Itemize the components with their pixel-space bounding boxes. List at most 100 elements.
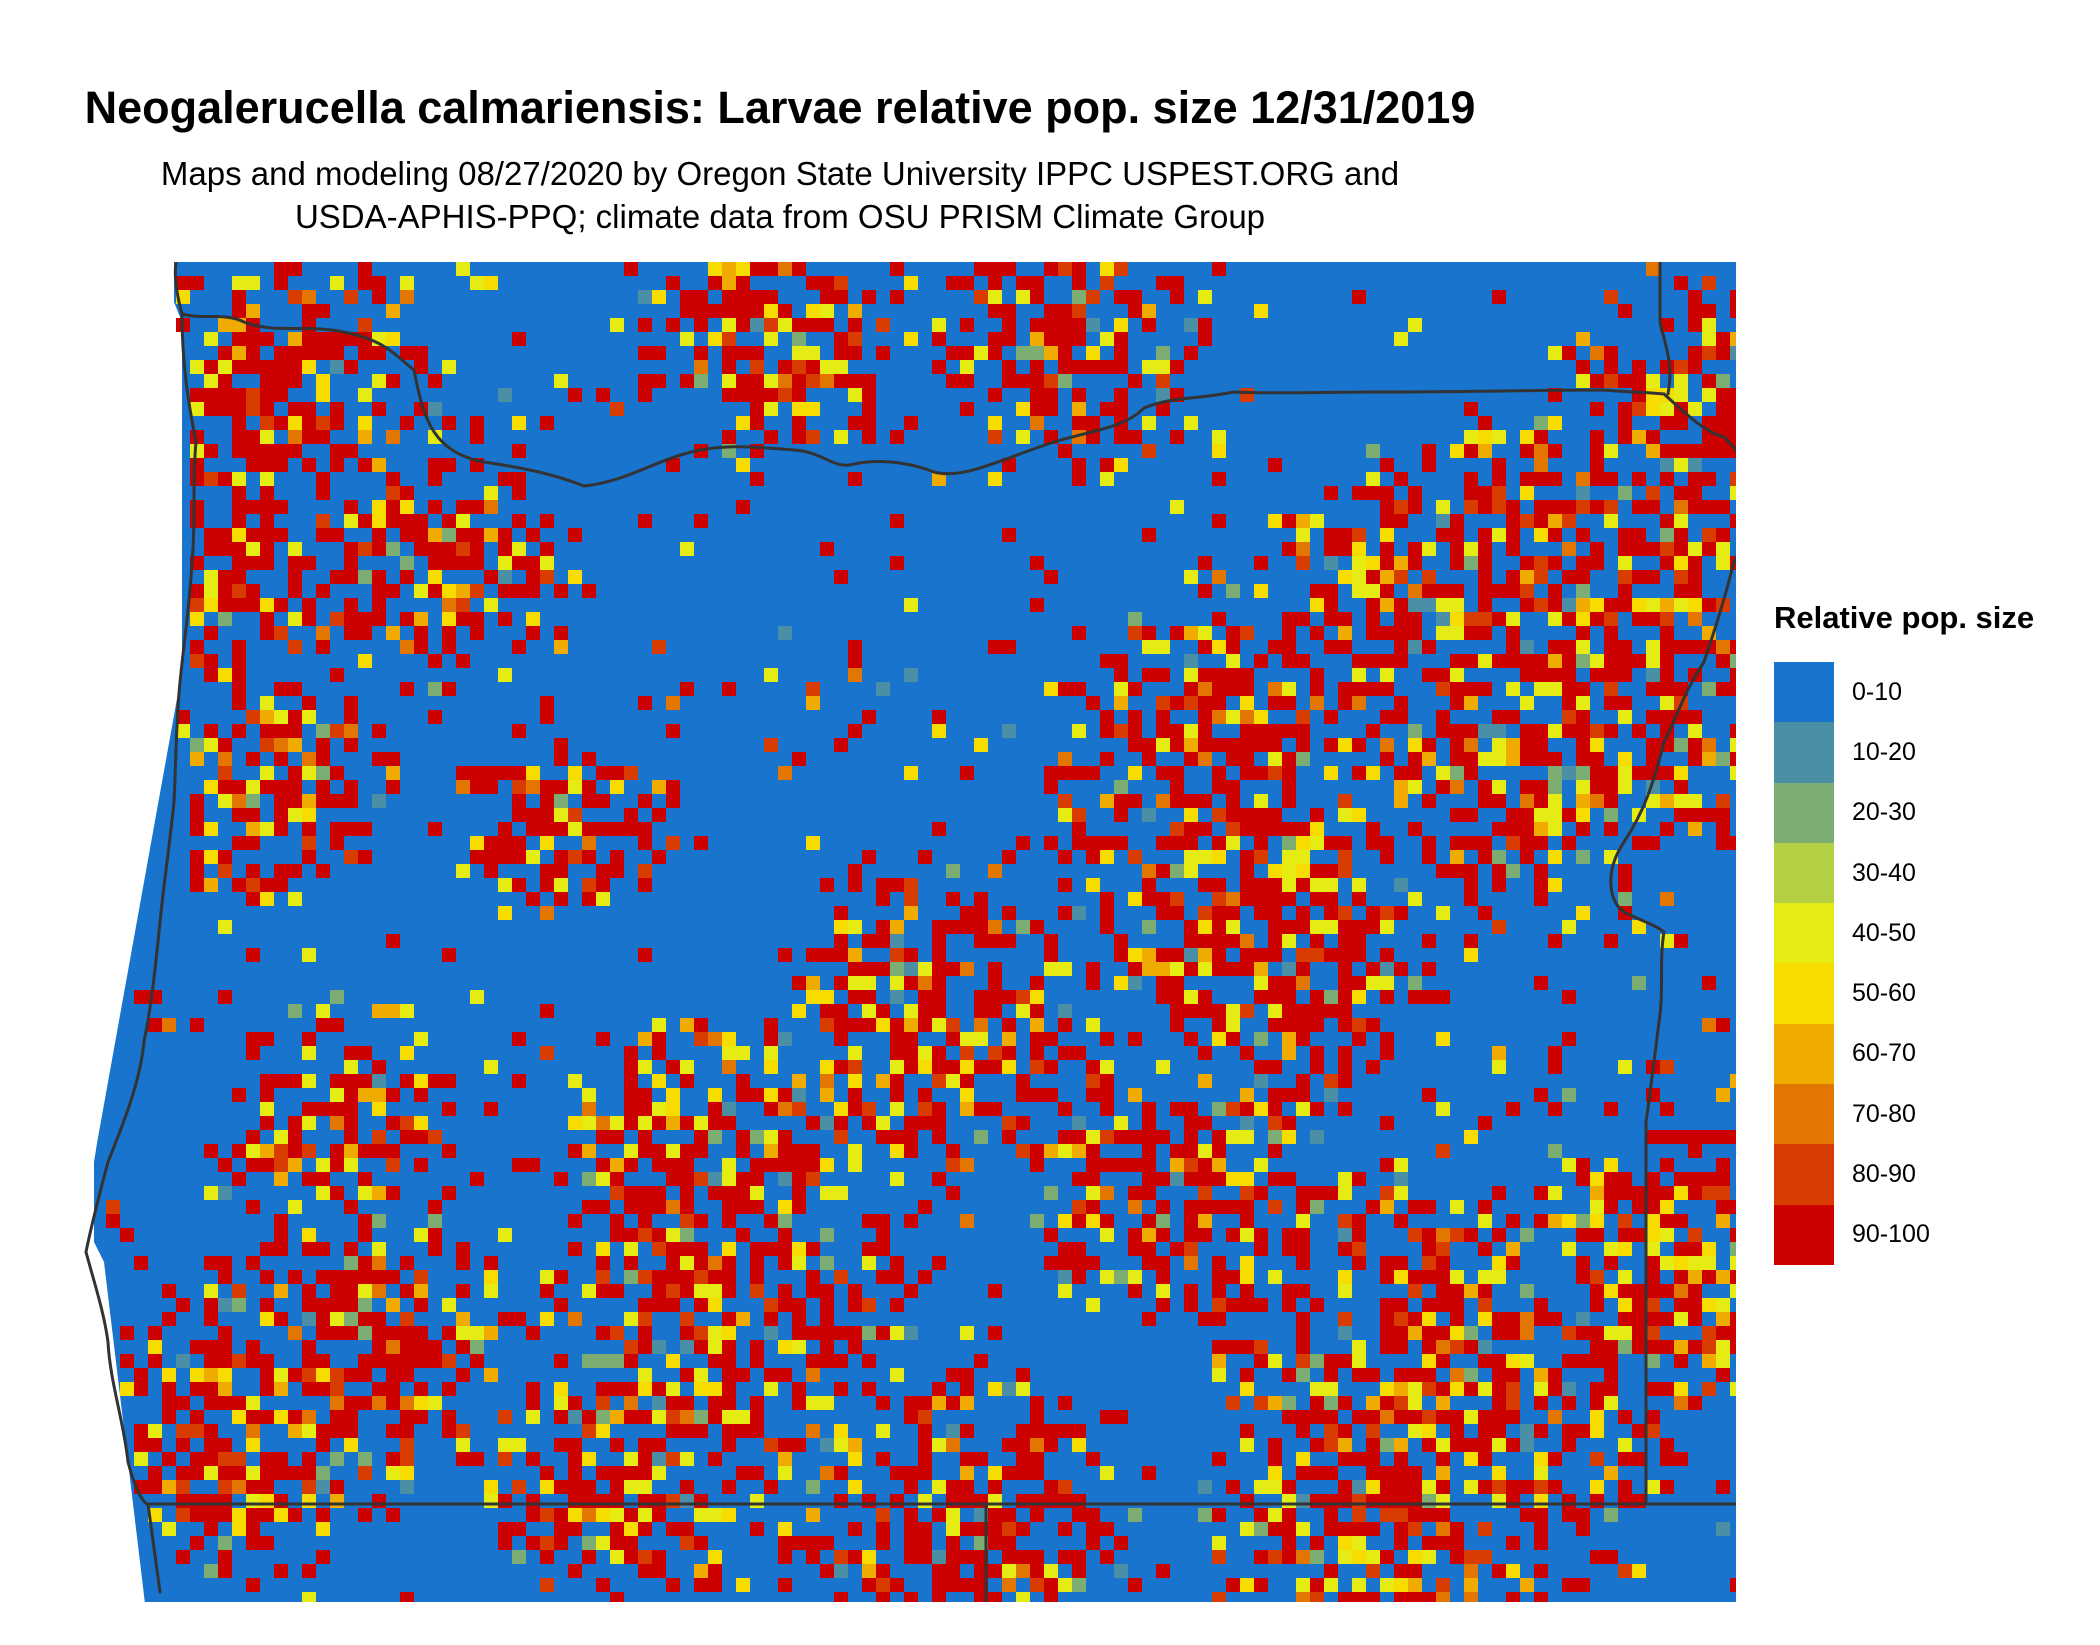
raster-cell — [918, 1116, 932, 1130]
raster-cell — [1478, 542, 1492, 556]
raster-cell — [330, 1144, 344, 1158]
raster-cell — [1604, 374, 1618, 388]
raster-cell — [960, 1326, 974, 1340]
raster-cell — [190, 458, 204, 472]
raster-cell — [946, 1522, 960, 1536]
raster-cell — [1044, 388, 1058, 402]
raster-cell — [610, 1592, 624, 1602]
raster-cell — [456, 542, 470, 556]
raster-cell — [1632, 1340, 1646, 1354]
raster-cell — [750, 402, 764, 416]
raster-cell — [680, 1172, 694, 1186]
raster-cell — [512, 1438, 526, 1452]
raster-cell — [862, 1578, 876, 1592]
raster-cell — [540, 1004, 554, 1018]
raster-cell — [1422, 598, 1436, 612]
raster-cell — [274, 1130, 288, 1144]
raster-cell — [1660, 1214, 1674, 1228]
raster-cell — [316, 1480, 330, 1494]
raster-cell — [876, 1270, 890, 1284]
raster-cell — [1156, 1060, 1170, 1074]
raster-cell — [1646, 374, 1660, 388]
raster-cell — [358, 318, 372, 332]
raster-cell — [302, 1172, 316, 1186]
raster-cell — [890, 430, 904, 444]
raster-cell — [330, 346, 344, 360]
raster-cell — [1044, 1564, 1058, 1578]
raster-cell — [1478, 1298, 1492, 1312]
raster-cell — [820, 1536, 834, 1550]
raster-cell — [1702, 752, 1716, 766]
raster-cell — [1674, 1298, 1688, 1312]
raster-cell — [512, 808, 526, 822]
raster-cell — [260, 1536, 274, 1550]
raster-cell — [1212, 472, 1226, 486]
raster-cell — [442, 360, 456, 374]
raster-cell — [1674, 780, 1688, 794]
raster-cell — [638, 1494, 652, 1508]
raster-cell — [1254, 878, 1268, 892]
raster-cell — [274, 808, 288, 822]
raster-cell — [1618, 1242, 1632, 1256]
raster-cell — [694, 1256, 708, 1270]
raster-cell — [1156, 346, 1170, 360]
raster-cell — [820, 948, 834, 962]
raster-cell — [344, 1326, 358, 1340]
raster-cell — [1478, 1312, 1492, 1326]
raster-cell — [1142, 752, 1156, 766]
raster-cell — [218, 612, 232, 626]
raster-cell — [918, 1494, 932, 1508]
raster-cell — [1534, 682, 1548, 696]
raster-cell — [134, 1452, 148, 1466]
raster-cell — [974, 1060, 988, 1074]
raster-cell — [316, 1508, 330, 1522]
raster-cell — [218, 1368, 232, 1382]
raster-cell — [1562, 1396, 1576, 1410]
raster-cell — [1268, 1550, 1282, 1564]
raster-cell — [344, 1130, 358, 1144]
raster-cell — [1268, 920, 1282, 934]
raster-cell — [694, 1410, 708, 1424]
raster-cell — [1702, 416, 1716, 430]
raster-cell — [302, 1298, 316, 1312]
raster-cell — [1324, 906, 1338, 920]
raster-cell — [414, 528, 428, 542]
raster-cell — [1730, 402, 1736, 416]
raster-cell — [1198, 682, 1212, 696]
raster-cell — [1128, 1130, 1142, 1144]
raster-cell — [1114, 332, 1128, 346]
raster-cell — [1548, 766, 1562, 780]
raster-cell — [638, 514, 652, 528]
raster-cell — [344, 360, 358, 374]
raster-cell — [1436, 626, 1450, 640]
raster-cell — [680, 1340, 694, 1354]
raster-cell — [1310, 1550, 1324, 1564]
raster-cell — [1394, 1368, 1408, 1382]
raster-cell — [1338, 738, 1352, 752]
raster-cell — [1114, 1130, 1128, 1144]
raster-cell — [722, 1424, 736, 1438]
raster-cell — [358, 1396, 372, 1410]
raster-cell — [1226, 1004, 1240, 1018]
legend-item: 50-60 — [1774, 963, 2074, 1024]
raster-cell — [1338, 1018, 1352, 1032]
raster-cell — [610, 1354, 624, 1368]
raster-cell — [1002, 458, 1016, 472]
raster-cell — [1310, 1298, 1324, 1312]
raster-cell — [1394, 1298, 1408, 1312]
raster-cell — [1114, 360, 1128, 374]
legend-swatch — [1774, 662, 1834, 723]
raster-cell — [1058, 360, 1072, 374]
raster-cell — [890, 948, 904, 962]
raster-cell — [708, 1354, 722, 1368]
raster-cell — [400, 486, 414, 500]
raster-cell — [1534, 738, 1548, 752]
raster-cell — [526, 1382, 540, 1396]
raster-cell — [960, 1382, 974, 1396]
raster-cell — [1086, 1158, 1100, 1172]
raster-cell — [1702, 374, 1716, 388]
raster-cell — [1254, 304, 1268, 318]
raster-cell — [344, 626, 358, 640]
raster-cell — [1688, 598, 1702, 612]
raster-cell — [386, 514, 400, 528]
